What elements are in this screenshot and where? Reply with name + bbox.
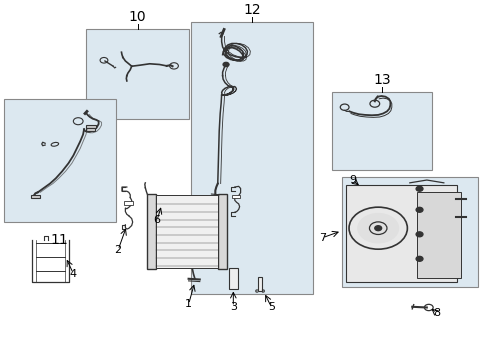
Text: 10: 10 bbox=[128, 10, 146, 24]
Text: 2: 2 bbox=[114, 245, 122, 255]
Bar bbox=[86, 30, 188, 119]
Bar bbox=[4, 99, 116, 222]
Bar bbox=[86, 128, 95, 131]
Text: 1: 1 bbox=[184, 299, 192, 309]
Circle shape bbox=[415, 256, 422, 261]
Bar bbox=[341, 176, 477, 287]
Bar bbox=[156, 195, 217, 268]
Text: 3: 3 bbox=[229, 302, 236, 312]
Circle shape bbox=[415, 207, 422, 212]
Circle shape bbox=[357, 213, 398, 243]
Bar bbox=[257, 277, 262, 291]
Bar bbox=[217, 194, 226, 269]
Text: 4: 4 bbox=[70, 269, 77, 279]
Bar bbox=[232, 195, 240, 198]
Circle shape bbox=[374, 226, 381, 231]
Text: 9: 9 bbox=[348, 175, 355, 185]
Text: 12: 12 bbox=[243, 3, 260, 17]
Text: 8: 8 bbox=[432, 308, 439, 318]
Bar bbox=[416, 192, 460, 278]
Bar bbox=[228, 268, 237, 289]
Text: 7: 7 bbox=[318, 233, 325, 243]
Circle shape bbox=[223, 62, 228, 67]
Bar bbox=[30, 195, 40, 198]
Text: 6: 6 bbox=[153, 215, 160, 225]
Bar bbox=[123, 201, 132, 205]
Bar bbox=[191, 22, 312, 294]
Text: 11: 11 bbox=[51, 233, 68, 247]
Bar bbox=[331, 93, 431, 170]
Bar bbox=[345, 185, 456, 282]
Bar bbox=[147, 194, 156, 269]
Text: 13: 13 bbox=[372, 73, 390, 87]
Bar bbox=[85, 125, 96, 128]
Circle shape bbox=[415, 232, 422, 237]
Circle shape bbox=[415, 186, 422, 191]
Text: 5: 5 bbox=[267, 302, 274, 312]
